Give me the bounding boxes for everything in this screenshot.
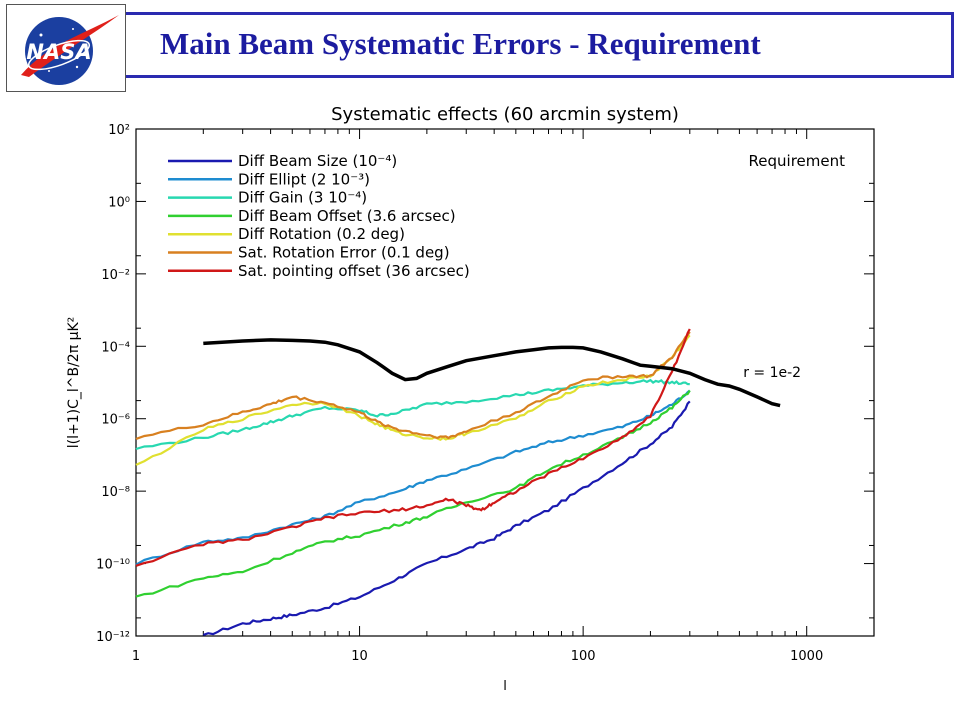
y-tick-label: 10⁻⁶	[101, 413, 130, 428]
series-line	[135, 331, 691, 440]
chart-title: Systematic effects (60 arcmin system)	[331, 104, 679, 125]
y-tick-label: 10⁻²	[101, 268, 130, 283]
x-tick-label: 1000	[790, 649, 823, 664]
y-tick-label: 10⁻⁴	[101, 340, 130, 355]
series-line	[135, 378, 690, 451]
svg-text:NASA: NASA	[26, 40, 91, 64]
legend-label: Diff Beam Size (10⁻⁴)	[238, 152, 397, 170]
legend-label: Diff Ellipt (2 10⁻³)	[238, 170, 370, 188]
legend: Diff Beam Size (10⁻⁴)Diff Ellipt (2 10⁻³…	[168, 152, 470, 280]
legend-label: Diff Beam Offset (3.6 arcsec)	[238, 207, 456, 225]
x-tick-label: 10	[351, 649, 368, 664]
slide-header: Main Beam Systematic Errors - Requiremen…	[0, 0, 960, 92]
legend-label: Diff Rotation (0.2 deg)	[238, 225, 405, 243]
y-tick-label: 10⁰	[108, 195, 130, 210]
nasa-logo-icon: NASA	[21, 15, 119, 85]
series-line	[202, 400, 691, 636]
slide-title: Main Beam Systematic Errors - Requiremen…	[160, 26, 761, 61]
y-tick-label: 10⁻¹⁰	[96, 558, 130, 573]
legend-label: Sat. Rotation Error (0.1 deg)	[238, 244, 450, 262]
requirement-label: Requirement	[749, 152, 846, 170]
y-tick-label: 10⁻¹²	[96, 630, 130, 645]
series-lines	[135, 328, 781, 636]
x-tick-label: 1	[132, 649, 140, 664]
legend-label: Sat. pointing offset (36 arcsec)	[238, 262, 470, 280]
x-axis-label: l	[503, 679, 507, 694]
series-line	[135, 389, 691, 566]
x-axis: 1 10 100 1000	[132, 129, 875, 664]
x-tick-label: 100	[571, 649, 596, 664]
y-axis-label: l(l+1)C_l^B/2π μK²	[66, 317, 82, 449]
requirement-curve	[203, 338, 781, 408]
requirement-curve-label: r = 1e-2	[743, 365, 801, 381]
series-line	[135, 328, 691, 567]
nasa-logo: NASA	[6, 4, 126, 92]
y-axis: 10⁻¹² 10⁻¹⁰ 10⁻⁸ 10⁻⁶ 10⁻⁴ 10⁻² 10⁰ 10²	[96, 123, 874, 645]
plot-frame	[135, 128, 875, 637]
y-tick-label: 10²	[108, 123, 130, 138]
legend-label: Diff Gain (3 10⁻⁴)	[238, 189, 367, 207]
y-tick-label: 10⁻⁸	[101, 485, 130, 500]
series-line	[135, 389, 691, 598]
